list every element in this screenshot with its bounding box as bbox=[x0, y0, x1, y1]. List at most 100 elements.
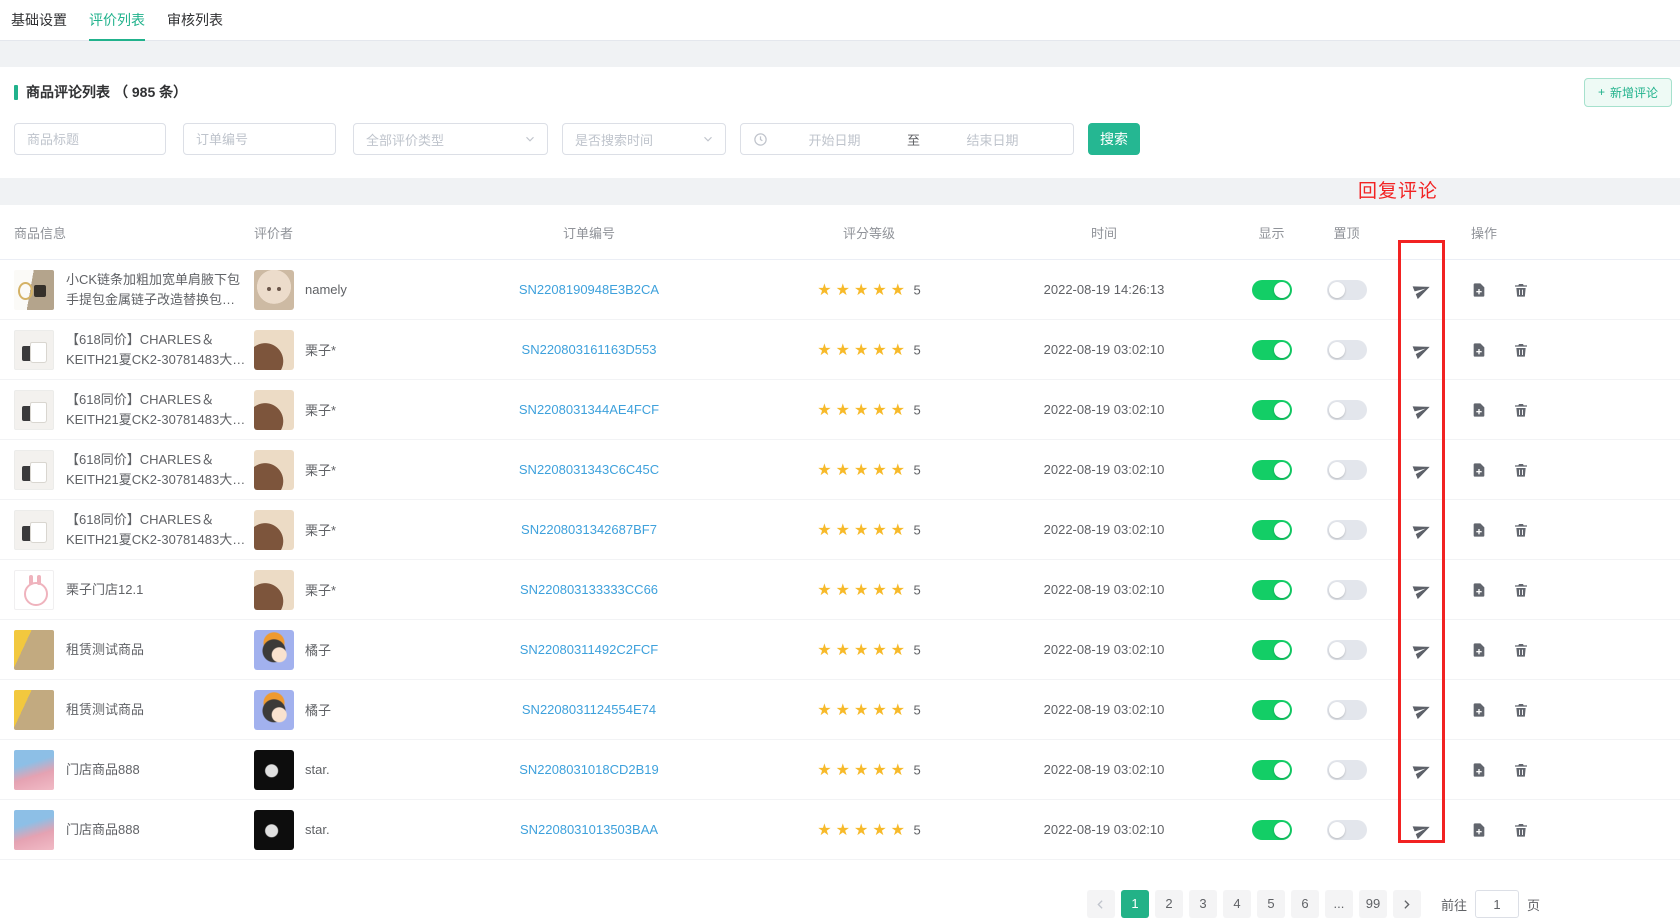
trash-icon[interactable] bbox=[1513, 522, 1529, 538]
order-number-link[interactable]: SN2208031013503BAA bbox=[519, 821, 659, 837]
trash-icon[interactable] bbox=[1513, 402, 1529, 418]
reply-send-icon[interactable] bbox=[1410, 818, 1433, 841]
product-image bbox=[14, 809, 54, 850]
page-button-3[interactable]: 3 bbox=[1188, 890, 1217, 918]
show-toggle[interactable] bbox=[1251, 759, 1292, 780]
show-toggle[interactable] bbox=[1251, 699, 1292, 720]
product-image bbox=[14, 569, 54, 610]
file-plus-icon[interactable] bbox=[1471, 822, 1487, 838]
reply-send-icon[interactable] bbox=[1410, 698, 1433, 721]
page-button-1[interactable]: 1 bbox=[1120, 890, 1149, 918]
trash-icon[interactable] bbox=[1513, 702, 1529, 718]
reply-send-icon[interactable] bbox=[1410, 338, 1433, 361]
top-toggle[interactable] bbox=[1326, 759, 1367, 780]
top-toggle[interactable] bbox=[1326, 639, 1367, 660]
product-name: 租赁测试商品 bbox=[66, 641, 145, 657]
order-number-link[interactable]: SN2208031018CD2B19 bbox=[519, 761, 659, 777]
reply-send-icon[interactable] bbox=[1410, 758, 1433, 781]
page-more-button[interactable]: ... bbox=[1324, 890, 1353, 918]
prev-page-button[interactable] bbox=[1086, 890, 1115, 918]
reply-send-icon[interactable] bbox=[1410, 458, 1433, 481]
trash-icon[interactable] bbox=[1513, 642, 1529, 658]
search-time-select[interactable]: 是否搜索时间 bbox=[562, 123, 726, 155]
top-toggle[interactable] bbox=[1326, 819, 1367, 840]
top-toggle[interactable] bbox=[1326, 519, 1367, 540]
show-toggle[interactable] bbox=[1251, 639, 1292, 660]
order-number-link[interactable]: SN2208031124554E74 bbox=[521, 701, 657, 717]
file-plus-icon[interactable] bbox=[1471, 342, 1487, 358]
page-button-5[interactable]: 5 bbox=[1256, 890, 1285, 918]
file-plus-icon[interactable] bbox=[1471, 462, 1487, 478]
trash-icon[interactable] bbox=[1513, 822, 1529, 838]
file-plus-icon[interactable] bbox=[1471, 522, 1487, 538]
order-number-link[interactable]: SN220803161163D553 bbox=[521, 341, 657, 357]
file-plus-icon[interactable] bbox=[1471, 762, 1487, 778]
star-rating-icons: ★★★★★ bbox=[817, 581, 910, 599]
rating-value: 5 bbox=[913, 282, 921, 297]
reviewer-name: namely bbox=[305, 282, 347, 297]
show-toggle[interactable] bbox=[1251, 399, 1292, 420]
reply-send-icon[interactable] bbox=[1410, 638, 1433, 661]
trash-icon[interactable] bbox=[1513, 342, 1529, 358]
trash-icon[interactable] bbox=[1513, 462, 1529, 478]
top-toggle[interactable] bbox=[1326, 579, 1367, 600]
file-plus-icon[interactable] bbox=[1471, 642, 1487, 658]
product-name: 栗子门店12.1 bbox=[66, 581, 144, 597]
reply-send-icon[interactable] bbox=[1410, 398, 1433, 421]
top-toggle[interactable] bbox=[1326, 459, 1367, 480]
next-page-button[interactable] bbox=[1392, 890, 1421, 918]
reply-send-icon[interactable] bbox=[1410, 578, 1433, 601]
show-toggle[interactable] bbox=[1251, 579, 1292, 600]
order-number-link[interactable]: SN2208031344AE4FCF bbox=[518, 401, 660, 417]
order-number-link[interactable]: SN220803133333CC66 bbox=[519, 581, 659, 597]
page-button-6[interactable]: 6 bbox=[1290, 890, 1319, 918]
file-plus-icon[interactable] bbox=[1471, 402, 1487, 418]
show-toggle[interactable] bbox=[1251, 339, 1292, 360]
show-toggle[interactable] bbox=[1251, 819, 1292, 840]
trash-icon[interactable] bbox=[1513, 582, 1529, 598]
show-toggle[interactable] bbox=[1251, 519, 1292, 540]
add-review-button[interactable]: + 新增评论 bbox=[1583, 77, 1672, 107]
tab-review-list[interactable]: 评价列表 bbox=[78, 0, 156, 41]
reply-send-icon[interactable] bbox=[1410, 278, 1433, 301]
page-button-99[interactable]: 99 bbox=[1358, 890, 1387, 918]
file-plus-icon[interactable] bbox=[1471, 702, 1487, 718]
order-number-link[interactable]: SN2208031343C6C45C bbox=[518, 461, 660, 477]
top-toggle[interactable] bbox=[1326, 339, 1367, 360]
show-toggle[interactable] bbox=[1251, 459, 1292, 480]
file-plus-icon[interactable] bbox=[1471, 582, 1487, 598]
product-name: 租赁测试商品 bbox=[66, 701, 145, 717]
star-rating-icons: ★★★★★ bbox=[817, 401, 910, 419]
product-name: 门店商品888 bbox=[66, 761, 140, 777]
review-type-value: 全部评价类型 bbox=[366, 132, 445, 148]
goto-page-input[interactable] bbox=[1474, 890, 1519, 918]
order-no-input[interactable] bbox=[183, 123, 336, 155]
order-number-link[interactable]: SN22080311492C2FCF bbox=[519, 641, 659, 657]
start-date-placeholder[interactable]: 开始日期 bbox=[808, 132, 861, 148]
reply-send-icon[interactable] bbox=[1410, 518, 1433, 541]
order-number-link[interactable]: SN2208031342687BF7 bbox=[521, 521, 657, 537]
reviewer-avatar bbox=[254, 389, 294, 430]
table-row: 租赁测试商品 橘子 SN22080311492C2FCF ★★★★★ 5 202… bbox=[0, 620, 1680, 680]
product-title-input[interactable] bbox=[14, 123, 166, 155]
tab-basic-settings[interactable]: 基础设置 bbox=[11, 12, 67, 28]
search-button[interactable]: 搜索 bbox=[1088, 123, 1140, 155]
order-number-link[interactable]: SN2208190948E3B2CA bbox=[518, 281, 660, 297]
end-date-placeholder[interactable]: 结束日期 bbox=[966, 132, 1019, 148]
trash-icon[interactable] bbox=[1513, 762, 1529, 778]
page-button-4[interactable]: 4 bbox=[1222, 890, 1251, 918]
trash-icon[interactable] bbox=[1513, 282, 1529, 298]
goto-label: 前往 bbox=[1440, 897, 1467, 913]
star-rating-icons: ★★★★★ bbox=[817, 281, 910, 299]
col-header-top: 置顶 bbox=[1333, 225, 1360, 241]
page-button-2[interactable]: 2 bbox=[1154, 890, 1183, 918]
top-toggle[interactable] bbox=[1326, 279, 1367, 300]
table-row: 租赁测试商品 橘子 SN2208031124554E74 ★★★★★ 5 202… bbox=[0, 680, 1680, 740]
show-toggle[interactable] bbox=[1251, 279, 1292, 300]
tab-audit-list[interactable]: 审核列表 bbox=[167, 12, 223, 28]
date-range-picker[interactable]: 开始日期 至 结束日期 bbox=[740, 123, 1074, 155]
file-plus-icon[interactable] bbox=[1471, 282, 1487, 298]
top-toggle[interactable] bbox=[1326, 399, 1367, 420]
top-toggle[interactable] bbox=[1326, 699, 1367, 720]
review-type-select[interactable]: 全部评价类型 bbox=[353, 123, 548, 155]
